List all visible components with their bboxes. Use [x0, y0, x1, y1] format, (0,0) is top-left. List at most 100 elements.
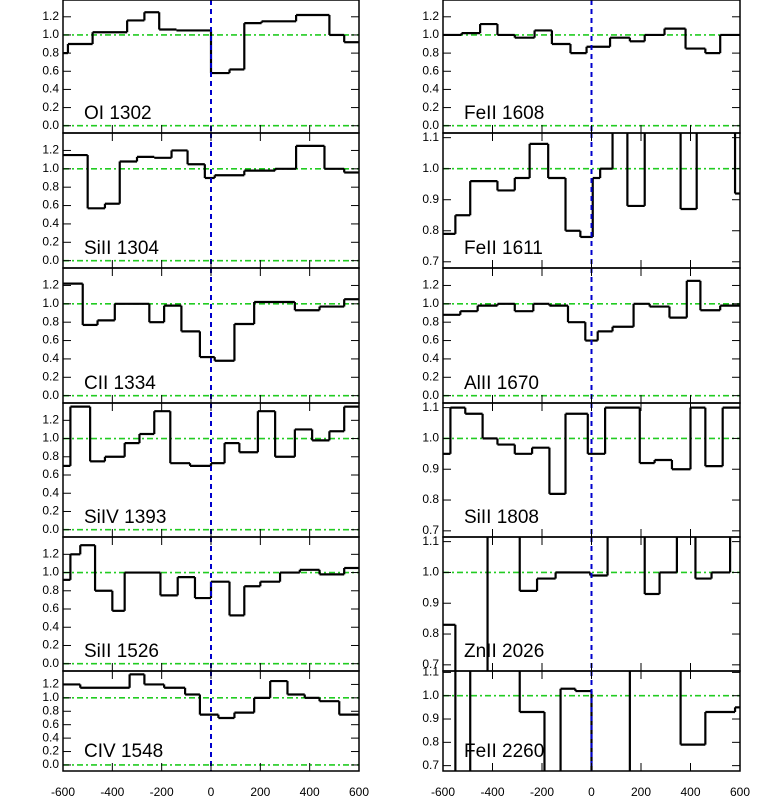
y-tick-label: 1.0	[42, 296, 59, 310]
y-tick-label: 1.0	[42, 161, 59, 175]
y-tick-label: 0.4	[42, 485, 59, 499]
y-tick-label: 0.9	[422, 595, 439, 609]
y-tick-label: 1.2	[422, 9, 439, 23]
y-tick-label: 0.2	[422, 369, 439, 383]
y-tick-label: 0.9	[422, 192, 439, 206]
y-tick-label: 1.0	[42, 690, 59, 704]
y-tick-label: 1.0	[422, 161, 439, 175]
y-tick-label: 1.2	[42, 677, 59, 691]
panel-label: SiIV 1393	[84, 507, 166, 528]
y-tick-label: 0.6	[422, 333, 439, 347]
panel-label: ZnII 2026	[464, 641, 544, 662]
y-tick-label: 0.8	[422, 735, 439, 749]
panel	[63, 0, 359, 133]
y-tick-label: 0.9	[422, 711, 439, 725]
x-tick-label: 0	[208, 785, 215, 799]
y-tick-label: 1.2	[42, 546, 59, 560]
panel-label: AlII 1670	[464, 373, 539, 394]
y-tick-label: 0.0	[42, 757, 59, 771]
y-tick-label: 0.7	[422, 657, 439, 671]
y-tick-label: 0.8	[42, 314, 59, 328]
y-tick-label: 0.9	[422, 461, 439, 475]
x-tick-label: -200	[150, 785, 174, 799]
y-tick-label: 0.7	[422, 254, 439, 268]
y-tick-label: 0.4	[42, 82, 59, 96]
y-tick-label: 0.8	[42, 703, 59, 717]
y-tick-label: 0.8	[42, 45, 59, 59]
panel	[443, 403, 740, 537]
x-tick-label: -600	[431, 785, 455, 799]
y-tick-label: 1.2	[42, 278, 59, 292]
y-tick-label: 1.1	[422, 400, 439, 414]
y-tick-label: 0.6	[42, 333, 59, 347]
panel-label: CIV 1548	[84, 741, 163, 762]
y-tick-label: 0.6	[42, 63, 59, 77]
y-tick-label: 0.0	[422, 118, 439, 132]
y-tick-label: 0.0	[42, 656, 59, 670]
y-tick-label: 0.8	[422, 45, 439, 59]
x-tick-label: 600	[349, 785, 369, 799]
x-tick-label: 0	[588, 785, 595, 799]
x-tick-label: -400	[480, 785, 504, 799]
x-tick-label: 600	[730, 785, 750, 799]
y-tick-label: 0.6	[42, 601, 59, 615]
y-tick-label: 0.8	[42, 179, 59, 193]
y-tick-label: 1.0	[42, 431, 59, 445]
y-tick-label: 0.2	[42, 100, 59, 114]
panel-label: FeII 1611	[464, 238, 543, 259]
panel	[63, 268, 359, 403]
y-tick-label: 1.1	[422, 534, 439, 548]
y-tick-label: 1.0	[42, 27, 59, 41]
y-tick-label: 0.6	[42, 717, 59, 731]
panel-label: OI 1302	[84, 103, 152, 124]
y-tick-label: 1.0	[42, 565, 59, 579]
panel-label: CII 1334	[84, 373, 156, 394]
panel	[443, 133, 740, 268]
x-tick-label: 200	[631, 785, 651, 799]
y-tick-label: 0.2	[42, 638, 59, 652]
y-tick-label: 1.0	[422, 565, 439, 579]
y-tick-label: 1.2	[422, 278, 439, 292]
y-tick-label: 0.4	[42, 351, 59, 365]
x-tick-label: 400	[300, 785, 320, 799]
panel-label: SiII 1304	[84, 238, 159, 259]
y-tick-label: 0.2	[42, 369, 59, 383]
y-tick-label: 0.2	[422, 100, 439, 114]
panel	[443, 671, 740, 771]
panel	[443, 537, 740, 671]
panel	[63, 537, 359, 671]
y-tick-label: 0.4	[42, 730, 59, 744]
y-tick-label: 1.1	[422, 130, 439, 144]
y-tick-label: 1.0	[422, 27, 439, 41]
y-tick-label: 0.7	[422, 523, 439, 537]
y-tick-label: 0.8	[422, 626, 439, 640]
y-tick-label: 1.1	[422, 665, 439, 679]
y-tick-label: 0.8	[422, 492, 439, 506]
y-tick-label: 0.6	[42, 198, 59, 212]
y-tick-label: 0.0	[42, 253, 59, 267]
y-tick-label: 0.2	[42, 744, 59, 758]
y-tick-label: 1.0	[422, 431, 439, 445]
panel-label: SiII 1808	[464, 507, 539, 528]
y-tick-label: 1.2	[42, 9, 59, 23]
y-tick-label: 1.0	[422, 296, 439, 310]
panel-label: SiII 1526	[84, 641, 159, 662]
y-tick-label: 0.4	[42, 216, 59, 230]
x-tick-label: 400	[680, 785, 700, 799]
y-tick-label: 0.0	[42, 118, 59, 132]
y-tick-label: 1.2	[42, 143, 59, 157]
y-tick-label: 0.8	[42, 449, 59, 463]
panel-label: FeII 2260	[464, 741, 544, 762]
y-tick-label: 0.8	[42, 583, 59, 597]
panel	[63, 133, 359, 268]
y-tick-label: 0.0	[42, 522, 59, 536]
y-tick-label: 0.4	[422, 351, 439, 365]
y-tick-label: 0.6	[422, 63, 439, 77]
y-tick-label: 0.2	[42, 234, 59, 248]
x-tick-label: -400	[100, 785, 124, 799]
y-tick-label: 0.4	[422, 82, 439, 96]
y-tick-label: 0.6	[42, 467, 59, 481]
x-tick-label: -600	[51, 785, 75, 799]
